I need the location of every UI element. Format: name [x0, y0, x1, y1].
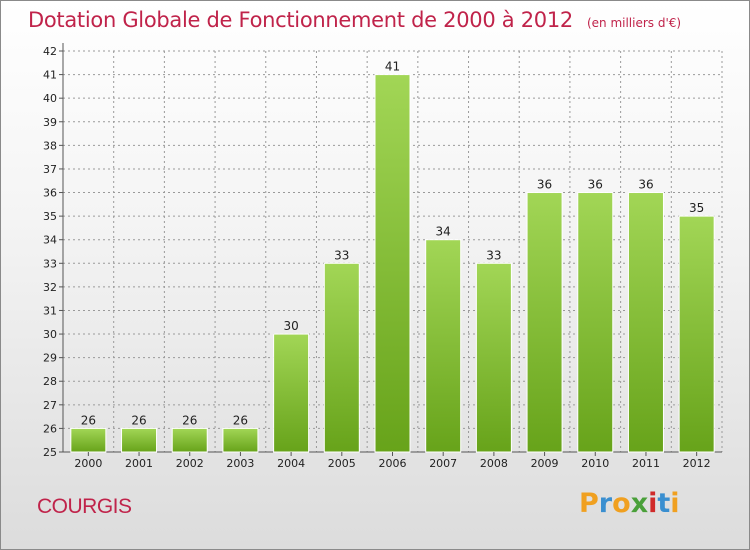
data-label: 26	[131, 413, 146, 427]
bar	[121, 427, 158, 453]
y-tick-label: 29	[43, 352, 57, 365]
data-label: 36	[537, 178, 552, 192]
data-label: 36	[638, 178, 653, 192]
data-label: 33	[334, 248, 349, 262]
y-tick-label: 27	[43, 399, 57, 412]
x-tick-label: 2002	[176, 457, 204, 470]
data-label: 36	[588, 178, 603, 192]
bar	[171, 427, 208, 453]
title-row: Dotation Globale de Fonctionnement de 20…	[28, 8, 681, 32]
data-label: 26	[233, 413, 248, 427]
commune-name: COURGIS	[37, 495, 132, 518]
logo-letter: x	[630, 488, 649, 519]
y-tick-label: 38	[43, 139, 57, 152]
x-tick-label: 2003	[226, 457, 254, 470]
x-tick-label: 2011	[632, 457, 660, 470]
logo-letter: t	[657, 488, 671, 519]
x-tick-label: 2008	[480, 457, 508, 470]
logo-letter: o	[612, 488, 631, 519]
x-tick-label: 2009	[531, 457, 559, 470]
data-label: 33	[486, 248, 501, 262]
data-label: 34	[436, 225, 451, 239]
y-tick-label: 33	[43, 257, 57, 270]
data-label: 26	[81, 413, 96, 427]
logo-letter: P	[579, 488, 599, 519]
bar	[678, 215, 715, 453]
x-tick-label: 2004	[277, 457, 305, 470]
x-tick-label: 2006	[379, 457, 407, 470]
data-label: 35	[689, 201, 704, 215]
bar	[70, 427, 107, 453]
bar	[374, 74, 411, 453]
y-tick-label: 39	[43, 116, 57, 129]
proxiti-logo: Proxiti	[579, 488, 680, 519]
x-tick-label: 2010	[581, 457, 609, 470]
logo-letter: i	[648, 488, 658, 519]
y-tick-label: 36	[43, 187, 57, 200]
bar	[273, 333, 310, 453]
logo-letter: r	[598, 488, 613, 519]
x-tick-label: 2001	[125, 457, 153, 470]
bar	[627, 192, 664, 453]
bar	[475, 262, 512, 453]
bar	[425, 239, 462, 453]
unit-note: (en milliers d'€)	[586, 16, 682, 30]
bar	[577, 192, 614, 453]
y-tick-label: 28	[43, 375, 57, 388]
y-tick-label: 26	[43, 422, 57, 435]
x-tick-label: 2012	[683, 457, 711, 470]
y-tick-label: 32	[43, 281, 57, 294]
data-label: 26	[182, 413, 197, 427]
y-tick-label: 30	[43, 328, 57, 341]
data-label: 41	[385, 60, 400, 74]
chart-title: Dotation Globale de Fonctionnement de 20…	[28, 8, 573, 32]
bar	[526, 192, 563, 453]
data-label: 30	[283, 319, 298, 333]
y-tick-label: 40	[43, 92, 57, 105]
bar	[222, 427, 259, 453]
y-tick-label: 34	[43, 234, 57, 247]
y-tick-label: 41	[43, 69, 57, 82]
bar	[323, 262, 360, 453]
y-tick-label: 42	[43, 45, 57, 58]
y-tick-label: 31	[43, 304, 57, 317]
logo-letter: i	[670, 488, 680, 519]
x-tick-label: 2000	[74, 457, 102, 470]
y-tick-label: 25	[43, 446, 57, 459]
x-tick-label: 2005	[328, 457, 356, 470]
x-tick-label: 2007	[429, 457, 457, 470]
y-tick-label: 37	[43, 163, 57, 176]
y-tick-label: 35	[43, 210, 57, 223]
